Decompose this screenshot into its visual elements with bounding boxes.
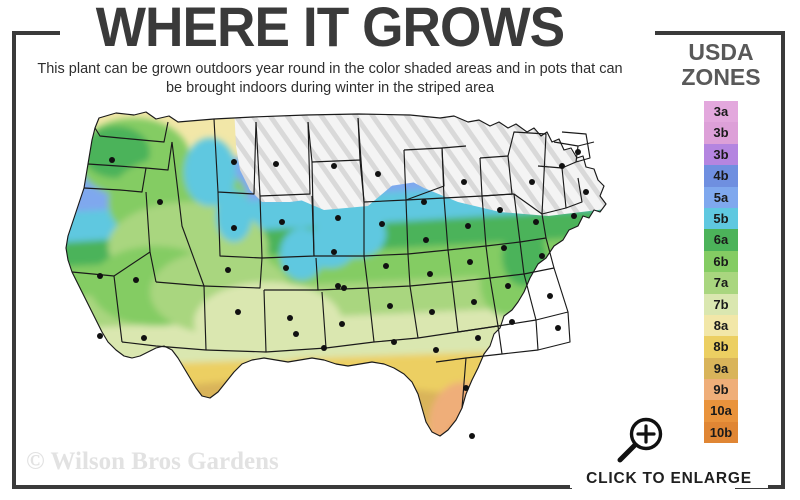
magnifier-plus-icon[interactable] — [614, 415, 668, 465]
zone-swatch-8a-10: 8a — [704, 314, 738, 337]
frame-top-right-segment — [655, 31, 785, 35]
frame-right-segment — [781, 31, 785, 489]
frame-top-left-segment — [12, 31, 60, 35]
zone-swatch-6a-6: 6a — [704, 229, 738, 251]
zone-swatch-7a-8: 7a — [704, 272, 738, 294]
legend-heading-line2: ZONES — [681, 64, 761, 90]
zone-swatch-3a-0: 3a — [704, 101, 738, 123]
usda-zones-legend: USDA ZONES 3a 3b 3b 4b 5a 5b 6a 6b 7a 7b 8a 8b 9a 9b 1… — [668, 39, 774, 444]
zone-swatch-9b-13: 9b — [704, 379, 738, 401]
frame-left-segment — [12, 31, 16, 489]
zone-swatch-5a-4: 5a — [704, 186, 738, 208]
zone-swatch-5b-5: 5b — [704, 207, 738, 230]
zone-swatch-10b-15: 10b — [704, 421, 738, 444]
frame-bottom-left-segment — [12, 485, 572, 489]
map-city-dots — [97, 149, 589, 439]
zone-swatch-3b-2: 3b — [704, 143, 738, 166]
page-subtitle: This plant can be grown outdoors year ro… — [37, 61, 623, 96]
zone-swatch-6b-7: 6b — [704, 250, 738, 273]
zone-swatch-7b-9: 7b — [704, 293, 738, 315]
zone-swatch-list: 3a 3b 3b 4b 5a 5b 6a 6b 7a 7b 8a 8b 9a 9b 10a 10b — [668, 101, 774, 444]
zone-swatch-3b-1: 3b — [704, 122, 738, 144]
click-to-enlarge-label[interactable]: CLICK TO ENLARGE — [570, 470, 768, 488]
zone-swatch-8b-11: 8b — [704, 336, 738, 358]
page-title: WHERE IT GROWS — [95, 0, 565, 58]
zone-swatch-10a-14: 10a — [704, 400, 738, 422]
zone-swatch-4b-3: 4b — [704, 165, 738, 187]
legend-heading-line1: USDA — [688, 39, 754, 65]
zone-swatch-9a-12: 9a — [704, 357, 738, 380]
watermark: © Wilson Bros Gardens — [26, 448, 279, 475]
map-state-borders — [65, 111, 607, 437]
hardiness-zone-map[interactable] — [38, 106, 648, 466]
